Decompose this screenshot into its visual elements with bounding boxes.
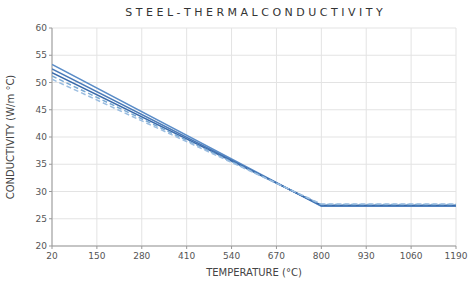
x-tick — [276, 246, 277, 249]
y-tick-label: 20 — [36, 241, 48, 251]
grid-line-y — [52, 28, 456, 29]
y-tick — [49, 55, 52, 56]
grid-line-y — [52, 55, 456, 56]
y-tick-label: 45 — [36, 105, 47, 115]
x-tick — [321, 246, 322, 249]
title: S T E E L - T H E R M A L C O N D U C T … — [125, 6, 383, 19]
y-tick — [49, 82, 52, 83]
series-line — [52, 73, 456, 205]
y-axis-label: CONDUCTIVITY (W/m °C) — [5, 75, 16, 200]
x-tick-label: 280 — [133, 251, 150, 261]
grid — [52, 28, 456, 246]
x-tick-label: 670 — [268, 251, 285, 261]
y-tick — [49, 218, 52, 219]
grid-line-y — [52, 82, 456, 83]
x-tick — [366, 246, 367, 249]
x-tick-label: 150 — [88, 251, 105, 261]
y-tick — [49, 109, 52, 110]
series-line — [52, 69, 456, 206]
chart: 20 150 280 410 540 670 800 930 1060 1190 20 25 30 35 4… — [0, 0, 474, 284]
x-tick — [231, 246, 232, 249]
y-tick-label: 55 — [36, 50, 47, 60]
grid-line-y — [52, 109, 456, 110]
y-tick-label: 35 — [36, 159, 47, 169]
x-axis-line — [52, 246, 456, 247]
x-tick-label: 800 — [313, 251, 330, 261]
y-tick — [49, 191, 52, 192]
y-tick — [49, 137, 52, 138]
grid-line-y — [52, 218, 456, 219]
chart-container: 20 150 280 410 540 670 800 930 1060 1190 20 25 30 35 4… — [0, 0, 474, 284]
x-tick-label: 410 — [178, 251, 195, 261]
x-tick — [411, 246, 412, 249]
ticks: 20 150 280 410 540 670 800 930 1060 1190 20 25 30 35 4… — [36, 23, 468, 261]
y-tick — [49, 164, 52, 165]
grid-line-y — [52, 191, 456, 192]
lines — [52, 65, 456, 207]
grid-line-y — [52, 164, 456, 165]
x-tick — [96, 246, 97, 249]
y-tick-label: 30 — [36, 187, 48, 197]
y-tick — [49, 246, 52, 247]
x-tick — [456, 246, 457, 249]
y-tick-label: 25 — [36, 214, 47, 224]
x-tick-label: 540 — [223, 251, 240, 261]
x-tick-label: 930 — [358, 251, 375, 261]
x-tick — [141, 246, 142, 249]
y-tick-label: 50 — [36, 78, 48, 88]
series-line — [52, 65, 456, 207]
y-tick-label: 40 — [36, 132, 48, 142]
x-tick-label: 20 — [46, 251, 58, 261]
series-line — [52, 79, 456, 204]
y-tick — [49, 28, 52, 29]
series-line — [52, 76, 456, 205]
x-tick-label: 1060 — [400, 251, 423, 261]
grid-line-y — [52, 246, 456, 247]
x-axis-label: TEMPERATURE (°C) — [205, 267, 302, 278]
x-tick — [186, 246, 187, 249]
x-tick-label: 1190 — [445, 251, 468, 261]
y-tick-label: 60 — [36, 23, 48, 33]
grid-line-y — [52, 137, 456, 138]
